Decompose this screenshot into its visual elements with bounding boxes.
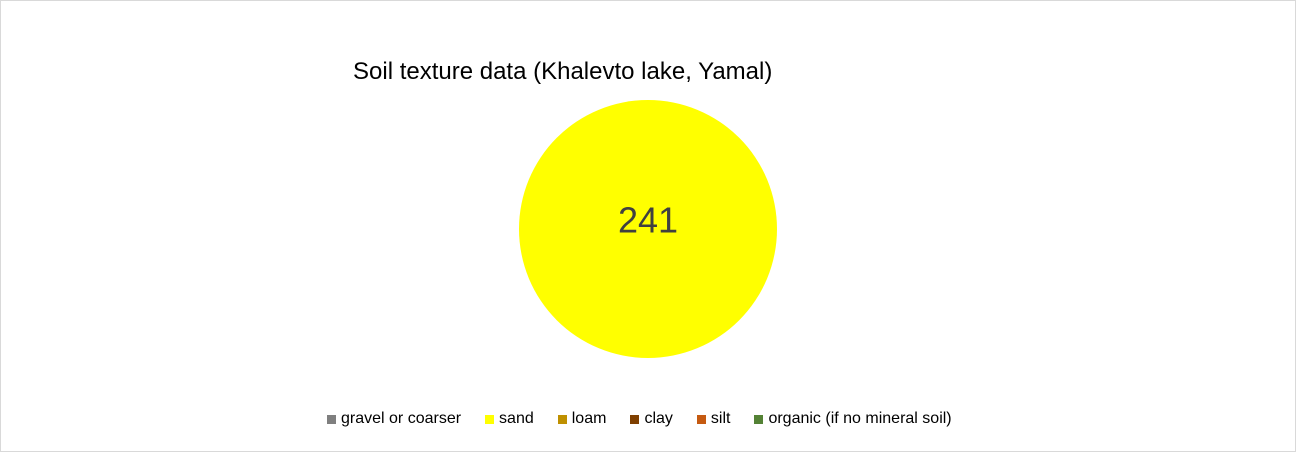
legend-item-loam: loam (557, 410, 607, 428)
legend-label-clay: clay (644, 410, 673, 427)
data-label-sand: 241 (618, 200, 678, 241)
legend-label-loam: loam (571, 410, 607, 427)
legend-item-gravel: gravel or coarser (327, 410, 461, 428)
legend-item-silt: silt (696, 410, 731, 428)
legend-item-clay: clay (630, 410, 673, 428)
legend-item-organic: organic (if no mineral soil) (754, 410, 952, 428)
legend-label-gravel: gravel or coarser (341, 410, 462, 427)
legend-label-sand: sand (499, 410, 534, 427)
legend-swatch-loam (557, 414, 567, 424)
pie-slice-sand (519, 100, 777, 358)
legend-swatch-gravel (327, 414, 336, 424)
legend-swatch-silt (696, 414, 706, 424)
legend-label-silt: silt (710, 410, 731, 427)
legend: gravel or coarser sand loam clay silt organic… (327, 410, 952, 428)
legend-label-organic: organic (if no mineral soil) (768, 410, 952, 427)
chart-title: Soil texture data (Khalevto lake, Yamal) (353, 58, 773, 85)
legend-swatch-organic (754, 414, 764, 424)
legend-swatch-sand (485, 414, 495, 424)
legend-item-sand: sand (485, 410, 534, 428)
legend-swatch-clay (630, 414, 640, 424)
